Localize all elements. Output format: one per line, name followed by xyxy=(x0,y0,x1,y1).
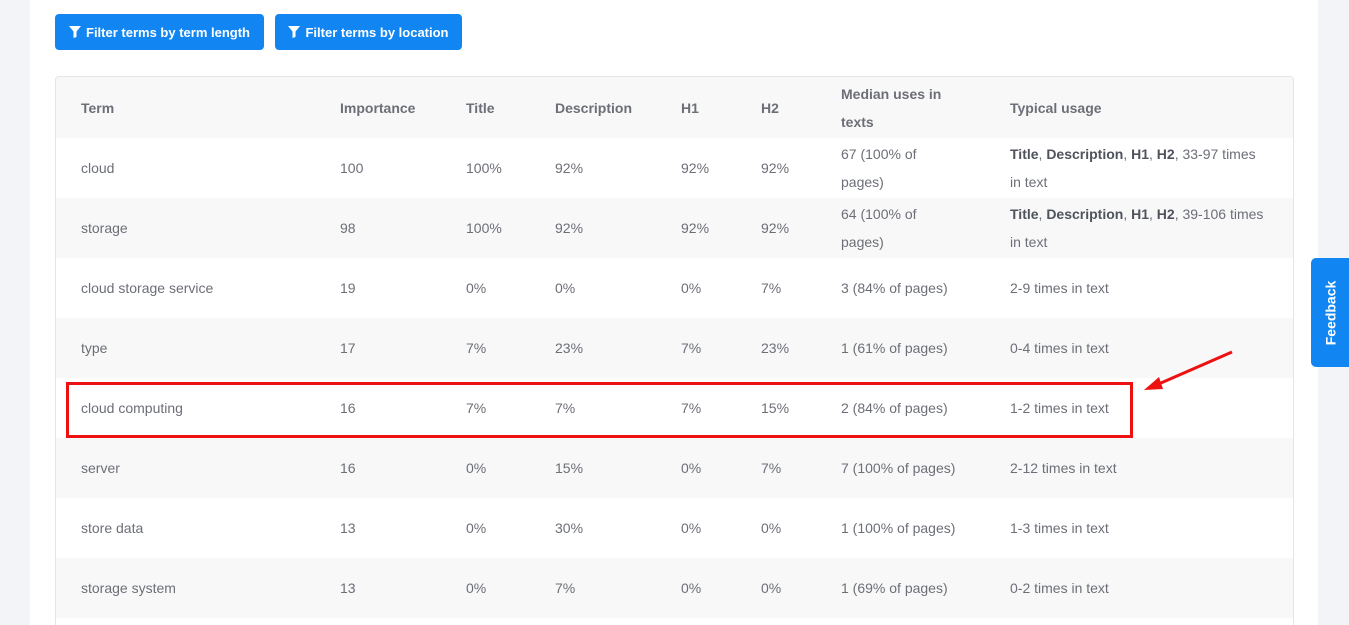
description-cell: 7% xyxy=(555,580,576,596)
usage-cell: 2-12 times in text xyxy=(1010,460,1117,476)
filter-term-length-label: Filter terms by term length xyxy=(86,24,250,40)
description-cell: 30% xyxy=(555,520,584,536)
h1-cell: 7% xyxy=(681,400,702,416)
header-importance[interactable]: Importance xyxy=(340,99,416,116)
header-h1[interactable]: H1 xyxy=(681,99,699,116)
usage-cell: 1-3 times in text xyxy=(1010,520,1109,536)
h2-cell: 7% xyxy=(761,280,782,296)
usage-cell: Title, Description, H1, H2, 33-97 times i… xyxy=(1010,146,1256,190)
feedback-label: Feedback xyxy=(1322,280,1338,345)
importance-cell: 16 xyxy=(340,400,356,416)
h2-cell: 23% xyxy=(761,340,790,356)
h1-cell: 0% xyxy=(681,280,702,296)
importance-cell: 13 xyxy=(340,580,356,596)
header-median-uses[interactable]: Median uses in texts xyxy=(841,85,942,130)
term-cell: type xyxy=(81,340,108,356)
h2-cell: 0% xyxy=(761,580,782,596)
title-cell: 0% xyxy=(466,580,487,596)
term-cell: cloud xyxy=(81,160,115,176)
h1-cell: 0% xyxy=(681,580,702,596)
median-cell: 7 (100% of pages) xyxy=(841,460,956,476)
importance-cell: 19 xyxy=(340,280,356,296)
funnel-icon xyxy=(288,26,301,38)
filter-term-length-button[interactable]: Filter terms by term length xyxy=(55,14,264,50)
description-cell: 92% xyxy=(555,220,584,236)
usage-cell: 2-9 times in text xyxy=(1010,280,1109,296)
title-cell: 0% xyxy=(466,520,487,536)
term-cell: server xyxy=(81,460,120,476)
h2-cell: 0% xyxy=(761,520,782,536)
description-cell: 7% xyxy=(555,400,576,416)
table-row: storage system 13 0% 7% 0% 0% 1 (69% of … xyxy=(56,558,1293,618)
importance-cell: 17 xyxy=(340,340,356,356)
filter-location-label: Filter terms by location xyxy=(305,24,449,40)
median-cell: 1 (61% of pages) xyxy=(841,340,948,356)
term-cell: storage system xyxy=(81,580,176,596)
h1-cell: 0% xyxy=(681,520,702,536)
h2-cell: 7% xyxy=(761,460,782,476)
filter-location-button[interactable]: Filter terms by location xyxy=(275,14,462,50)
h2-cell: 15% xyxy=(761,400,790,416)
median-cell: 64 (100% of pages) xyxy=(841,206,917,250)
header-term[interactable]: Term xyxy=(81,99,115,116)
header-title[interactable]: Title xyxy=(466,99,495,116)
description-cell: 15% xyxy=(555,460,584,476)
importance-cell: 100 xyxy=(340,160,364,176)
usage-cell: Title, Description, H1, H2, 39-106 times… xyxy=(1010,206,1264,250)
median-cell: 3 (84% of pages) xyxy=(841,280,948,296)
table-row: storage 98 100% 92% 92% 92% 64 (100% of p… xyxy=(56,198,1293,258)
red-arrow-annotation xyxy=(1144,350,1233,390)
h2-cell: 92% xyxy=(761,160,790,176)
h1-cell: 7% xyxy=(681,340,702,356)
header-description[interactable]: Description xyxy=(555,99,633,116)
title-cell: 100% xyxy=(466,160,502,176)
median-cell: 67 (100% of pages) xyxy=(841,146,917,190)
median-cell: 1 (100% of pages) xyxy=(841,520,956,536)
description-cell: 0% xyxy=(555,280,576,296)
usage-cell: 1-2 times in text xyxy=(1010,400,1109,416)
median-cell: 1 (69% of pages) xyxy=(841,580,948,596)
term-cell: cloud computing xyxy=(81,400,183,416)
terms-table: Term Importance Title Description H1 H2 … xyxy=(55,76,1294,625)
description-cell: 23% xyxy=(555,340,584,356)
table-row: cloud 100 100% 92% 92% 92% 67 (100% of pa… xyxy=(56,138,1293,198)
h1-cell: 0% xyxy=(681,460,702,476)
funnel-icon xyxy=(69,26,81,38)
median-cell: 2 (84% of pages) xyxy=(841,400,948,416)
table-header-row: Term Importance Title Description H1 H2 … xyxy=(56,77,1293,138)
feedback-tab-button[interactable]: Feedback xyxy=(1311,258,1349,367)
table-row: type 17 7% 23% 7% 23% 1 (61% of pages) 0… xyxy=(56,318,1293,378)
table-row: store data 13 0% 30% 0% 0% 1 (100% of pa… xyxy=(56,498,1293,558)
title-cell: 7% xyxy=(466,400,487,416)
importance-cell: 13 xyxy=(340,520,356,536)
h2-cell: 92% xyxy=(761,220,790,236)
description-cell: 92% xyxy=(555,160,584,176)
h1-cell: 92% xyxy=(681,160,710,176)
importance-cell: 98 xyxy=(340,220,356,236)
title-cell: 7% xyxy=(466,340,487,356)
highlight-box-annotation xyxy=(66,382,1133,438)
h1-cell: 92% xyxy=(681,220,710,236)
term-cell: store data xyxy=(81,520,144,536)
header-typical-usage[interactable]: Typical usage xyxy=(1010,99,1102,116)
header-h2[interactable]: H2 xyxy=(761,99,779,116)
importance-cell: 16 xyxy=(340,460,356,476)
table-row: cloud storage service 19 0% 0% 0% 7% 3 (… xyxy=(56,258,1293,318)
usage-cell: 0-2 times in text xyxy=(1010,580,1109,596)
title-cell: 100% xyxy=(466,220,502,236)
table-row: cloud computing 16 7% 7% 7% 15% 2 (84% o… xyxy=(56,378,1293,438)
title-cell: 0% xyxy=(466,280,487,296)
title-cell: 0% xyxy=(466,460,487,476)
term-cell: storage xyxy=(81,220,128,236)
table-row: server 16 0% 15% 0% 7% 7 (100% of pages)… xyxy=(56,438,1293,498)
term-cell: cloud storage service xyxy=(81,280,214,296)
usage-cell: 0-4 times in text xyxy=(1010,340,1109,356)
